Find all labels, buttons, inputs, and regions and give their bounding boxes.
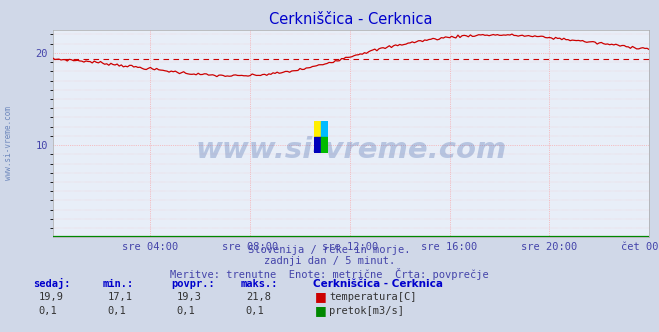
Text: Slovenija / reke in morje.: Slovenija / reke in morje. (248, 245, 411, 255)
Text: 0,1: 0,1 (38, 306, 57, 316)
Bar (321, 121, 328, 137)
Bar (321, 137, 328, 153)
Text: www.si-vreme.com: www.si-vreme.com (195, 136, 507, 164)
Text: 19,9: 19,9 (38, 292, 63, 302)
Text: 0,1: 0,1 (246, 306, 264, 316)
Text: www.si-vreme.com: www.si-vreme.com (4, 106, 13, 180)
Bar (314, 137, 321, 153)
Text: ■: ■ (315, 304, 327, 317)
Text: Cerkniščica - Cerknica: Cerkniščica - Cerknica (313, 279, 443, 289)
Text: maks.:: maks.: (241, 279, 278, 289)
Text: 21,8: 21,8 (246, 292, 271, 302)
Text: sedaj:: sedaj: (33, 278, 71, 289)
Title: Cerkniščica - Cerknica: Cerkniščica - Cerknica (269, 12, 433, 27)
Text: 19,3: 19,3 (177, 292, 202, 302)
Text: 0,1: 0,1 (177, 306, 195, 316)
Text: 17,1: 17,1 (107, 292, 132, 302)
Bar (314, 121, 321, 137)
Text: zadnji dan / 5 minut.: zadnji dan / 5 minut. (264, 256, 395, 266)
Text: 0,1: 0,1 (107, 306, 126, 316)
Text: pretok[m3/s]: pretok[m3/s] (330, 306, 405, 316)
Text: ■: ■ (315, 290, 327, 303)
Text: povpr.:: povpr.: (171, 279, 215, 289)
Text: temperatura[C]: temperatura[C] (330, 292, 417, 302)
Text: Meritve: trenutne  Enote: metrične  Črta: povprečje: Meritve: trenutne Enote: metrične Črta: … (170, 268, 489, 280)
Text: min.:: min.: (102, 279, 133, 289)
